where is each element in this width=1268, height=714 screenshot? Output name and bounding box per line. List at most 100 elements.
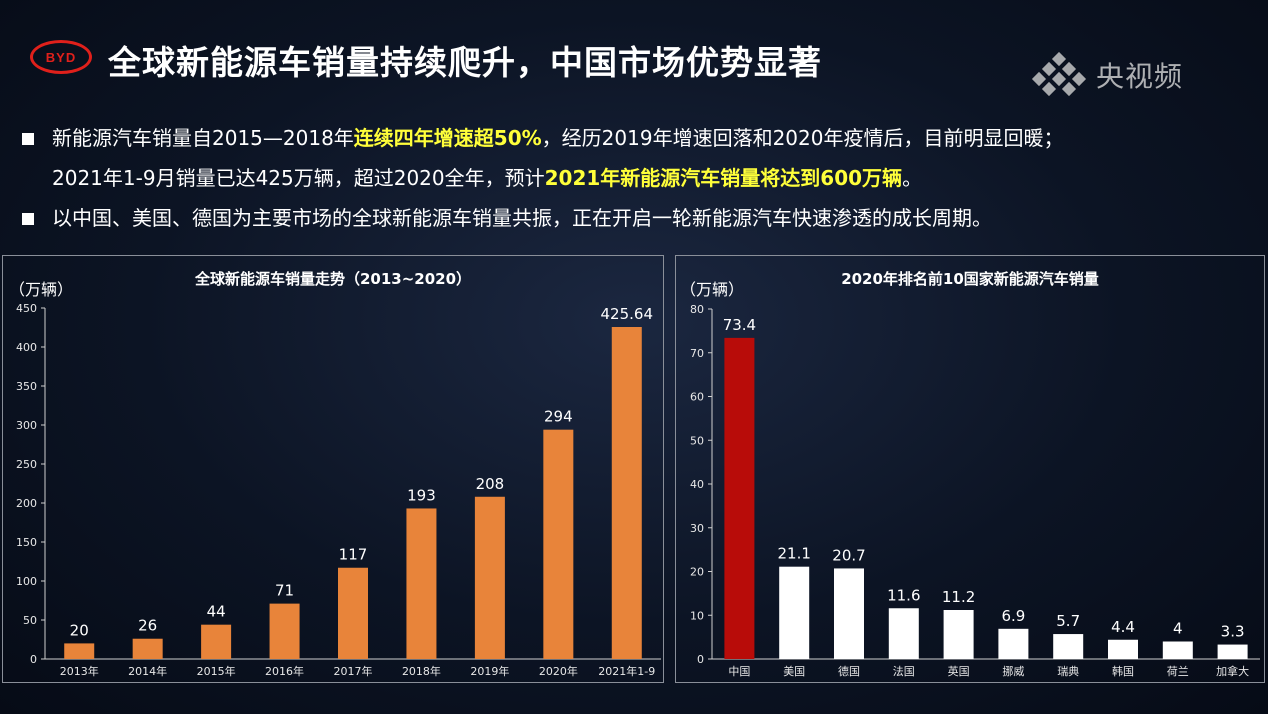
bar bbox=[834, 568, 864, 659]
bullet-1-line-2: 2021年1-9月销量已达425万辆，超过2020全年，预计2021年新能源汽车… bbox=[52, 158, 1063, 198]
y-tick-label: 80 bbox=[690, 303, 704, 316]
y-tick-label: 70 bbox=[690, 347, 704, 360]
x-tick-label: 2020年 bbox=[539, 664, 578, 678]
byd-logo: BYD bbox=[30, 40, 92, 74]
chart-1-title: 全球新能源车销量走势（2013~2020） bbox=[194, 270, 472, 288]
global-sales-chart-panel: 0 50 100 150 200 250 300 350 400 450 20 2013年 26 2014… bbox=[2, 255, 664, 683]
bar bbox=[338, 567, 368, 659]
country-sales-chart-panel: 0 10 20 30 40 50 60 70 80 73.4 中国 21.1 美国 20.7 德国 11.6 法… bbox=[675, 255, 1265, 683]
bullet-item-2: 以中国、美国、德国为主要市场的全球新能源车销量共振，正在开启一轮新能源汽车快速渗… bbox=[22, 198, 1252, 238]
bullet-1-highlight: 连续四年增速超50% bbox=[353, 126, 542, 150]
y-tick-label: 450 bbox=[16, 302, 37, 315]
y-tick-label: 50 bbox=[23, 614, 37, 627]
bar bbox=[543, 429, 574, 659]
bullet-item-1: 新能源汽车销量自2015—2018年连续四年增速超50%，经历2019年增速回落… bbox=[22, 118, 1252, 198]
bar-value-label: 208 bbox=[476, 475, 505, 493]
y-tick-label: 300 bbox=[16, 419, 37, 432]
x-tick-label: 2018年 bbox=[402, 664, 441, 678]
y-tick-label: 0 bbox=[30, 653, 37, 666]
x-tick-label: 瑞典 bbox=[1057, 664, 1079, 678]
y-tick-label: 10 bbox=[690, 609, 704, 622]
global-sales-chart: 0 50 100 150 200 250 300 350 400 450 20 2013年 26 2014… bbox=[16, 302, 661, 678]
bar-value-label: 20 bbox=[70, 621, 89, 639]
bullet-list: 新能源汽车销量自2015—2018年连续四年增速超50%，经历2019年增速回落… bbox=[22, 118, 1252, 238]
x-tick-label: 美国 bbox=[783, 665, 805, 678]
y-tick-label: 30 bbox=[690, 522, 704, 535]
bullet-1-line-1: 新能源汽车销量自2015—2018年连续四年增速超50%，经历2019年增速回落… bbox=[52, 118, 1063, 158]
bar bbox=[474, 496, 505, 659]
x-tick-label: 2017年 bbox=[334, 664, 373, 678]
y-tick-label: 60 bbox=[690, 391, 704, 404]
bar-value-label: 73.4 bbox=[723, 316, 756, 334]
y-tick-label: 20 bbox=[690, 566, 704, 579]
bar-value-label: 6.9 bbox=[1001, 607, 1025, 625]
bar-value-label: 21.1 bbox=[777, 545, 810, 563]
bar-value-label: 3.3 bbox=[1221, 623, 1245, 641]
bullet-1-segment: 新能源汽车销量自2015—2018年 bbox=[52, 126, 354, 150]
watermark-grid-icon bbox=[1031, 52, 1087, 97]
bar bbox=[64, 643, 95, 659]
bar bbox=[888, 608, 919, 659]
bar-value-label: 5.7 bbox=[1056, 612, 1080, 630]
bar-value-label: 44 bbox=[207, 603, 226, 621]
x-tick-label: 2014年 bbox=[128, 664, 167, 678]
y-tick-label: 100 bbox=[16, 575, 37, 588]
x-tick-label: 法国 bbox=[893, 664, 915, 678]
x-tick-label: 荷兰 bbox=[1167, 665, 1189, 678]
bar bbox=[201, 624, 232, 659]
x-tick-label: 2016年 bbox=[265, 664, 304, 678]
bullet-1-segment: 2021年1-9月销量已达425万辆，超过2020全年，预计 bbox=[52, 166, 545, 190]
bar-value-label: 4 bbox=[1173, 620, 1183, 638]
y-tick-label: 250 bbox=[16, 458, 37, 471]
bullet-text-2: 以中国、美国、德国为主要市场的全球新能源车销量共振，正在开启一轮新能源汽车快速渗… bbox=[52, 206, 992, 230]
x-tick-label: 2013年 bbox=[60, 664, 99, 678]
bar bbox=[1053, 634, 1084, 659]
bullet-1-segment: ，经历2019年增速回落和2020年疫情后，目前明显回暖； bbox=[541, 126, 1064, 150]
bullet-square-icon bbox=[22, 118, 52, 198]
bar-value-label: 11.2 bbox=[942, 588, 975, 606]
x-tick-label: 2015年 bbox=[197, 664, 236, 678]
watermark-text: 央视频 bbox=[1096, 60, 1184, 93]
x-tick-label: 韩国 bbox=[1112, 664, 1134, 678]
bar-value-label: 26 bbox=[138, 617, 157, 635]
y-tick-label: 200 bbox=[16, 497, 37, 510]
bar-value-label: 117 bbox=[339, 546, 368, 564]
bar-value-label: 20.7 bbox=[832, 546, 865, 564]
bar bbox=[611, 327, 642, 659]
x-tick-label: 中国 bbox=[728, 665, 750, 678]
bar bbox=[943, 610, 974, 659]
x-tick-label: 2021年1-9 bbox=[598, 664, 655, 678]
bar bbox=[1162, 641, 1193, 659]
bar bbox=[724, 337, 755, 659]
x-tick-label: 加拿大 bbox=[1216, 664, 1249, 678]
y-tick-label: 150 bbox=[16, 536, 37, 549]
bar bbox=[269, 603, 300, 659]
bar bbox=[132, 638, 163, 659]
y-tick-label: 0 bbox=[697, 653, 704, 666]
x-tick-label: 2019年 bbox=[470, 664, 509, 678]
country-sales-chart: 0 10 20 30 40 50 60 70 80 73.4 中国 21.1 美国 20.7 德国 11.6 法… bbox=[690, 303, 1260, 678]
bar-value-label: 425.64 bbox=[601, 305, 654, 323]
bar bbox=[998, 628, 1029, 659]
bar-value-label: 4.4 bbox=[1111, 618, 1135, 636]
chart-1-unit-label: （万辆） bbox=[9, 280, 74, 299]
bar-value-label: 294 bbox=[544, 408, 573, 426]
bar bbox=[1108, 639, 1138, 659]
y-tick-label: 40 bbox=[690, 478, 704, 491]
bullet-square-icon bbox=[22, 198, 52, 238]
page-title: 全球新能源车销量持续爬升，中国市场优势显著 bbox=[108, 43, 822, 82]
bar-value-label: 193 bbox=[407, 486, 436, 504]
logo-text: BYD bbox=[45, 49, 77, 65]
x-tick-label: 英国 bbox=[948, 664, 970, 678]
bar bbox=[406, 508, 437, 659]
bullet-1-highlight: 2021年新能源汽车销量将达到600万辆 bbox=[544, 166, 903, 190]
bullet-text-1: 新能源汽车销量自2015—2018年连续四年增速超50%，经历2019年增速回落… bbox=[52, 118, 1063, 198]
chart-2-title: 2020年排名前10国家新能源汽车销量 bbox=[841, 270, 1099, 288]
bar bbox=[1217, 644, 1248, 659]
y-tick-label: 350 bbox=[16, 380, 37, 393]
bar-value-label: 11.6 bbox=[887, 586, 920, 604]
bullet-1-segment: 。 bbox=[902, 166, 923, 190]
chart-2-unit-label: （万辆） bbox=[680, 280, 745, 299]
x-tick-label: 德国 bbox=[838, 664, 860, 678]
y-tick-label: 400 bbox=[16, 341, 37, 354]
